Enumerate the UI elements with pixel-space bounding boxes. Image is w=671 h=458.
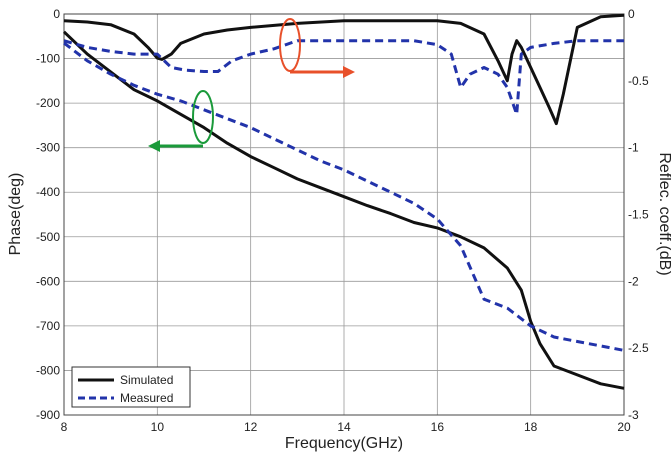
annotation-right-axis-indicator	[279, 18, 355, 78]
y-right-tick-label: -2	[628, 274, 639, 288]
series-line-3	[63, 39, 624, 116]
red-arrow-head	[343, 66, 355, 78]
y-right-tick-labels: 0 -0.5 -1 -1.5 -2 -2.5 -3	[628, 7, 649, 422]
series-line-0	[62, 30, 625, 390]
y-right-tick-label: -0.5	[628, 74, 649, 88]
x-tick-label: 14	[337, 420, 351, 434]
x-tick-label: 8	[61, 420, 68, 434]
y-right-tick-label: -1	[628, 141, 639, 155]
y-left-tick-label: -500	[36, 230, 60, 244]
green-ellipse	[192, 90, 214, 144]
y-right-tick-label: 0	[628, 7, 635, 21]
x-tick-label: 18	[524, 420, 538, 434]
y-left-tick-label: -300	[36, 141, 60, 155]
x-tick-label: 12	[244, 420, 258, 434]
x-axis-title: Frequency(GHz)	[285, 435, 403, 452]
y-left-tick-label: -900	[36, 408, 60, 422]
green-arrow-head	[148, 140, 160, 152]
y-left-tick-label: -200	[36, 96, 60, 110]
y-left-tick-label: -100	[36, 52, 60, 66]
annotation-left-axis-indicator	[148, 90, 214, 152]
legend-label-simulated: Simulated	[120, 373, 173, 387]
legend-box	[71, 366, 191, 408]
legend-label-measured: Measured	[120, 391, 173, 405]
y-right-tick-label: -1.5	[628, 208, 649, 222]
y-left-tick-label: -400	[36, 185, 60, 199]
x-tick-label: 16	[431, 420, 445, 434]
y-left-tick-label: -800	[36, 363, 60, 377]
series-layer	[62, 13, 625, 390]
x-tick-labels: 8 10 12 14 16 18 20	[61, 420, 631, 434]
y-right-tick-label: -2.5	[628, 341, 649, 355]
x-tick-label: 10	[151, 420, 165, 434]
x-tick-label: 20	[617, 420, 631, 434]
series-line-1	[63, 41, 625, 352]
legend: Simulated Measured	[71, 366, 191, 408]
plot-frame	[63, 13, 625, 416]
red-ellipse	[279, 18, 301, 72]
y-right-axis-title: Reflec. coeff.(dB)	[656, 152, 671, 275]
series-line-2	[63, 13, 625, 126]
y-left-tick-labels: 0 -100 -200 -300 -400 -500 -600 -700 -800 -900	[36, 7, 60, 422]
y-left-tick-label: -600	[36, 274, 60, 288]
y-left-tick-label: 0	[53, 7, 60, 21]
y-left-axis-title: Phase(deg)	[7, 173, 24, 256]
y-right-tick-label: -3	[628, 408, 639, 422]
y-left-tick-label: -700	[36, 319, 60, 333]
